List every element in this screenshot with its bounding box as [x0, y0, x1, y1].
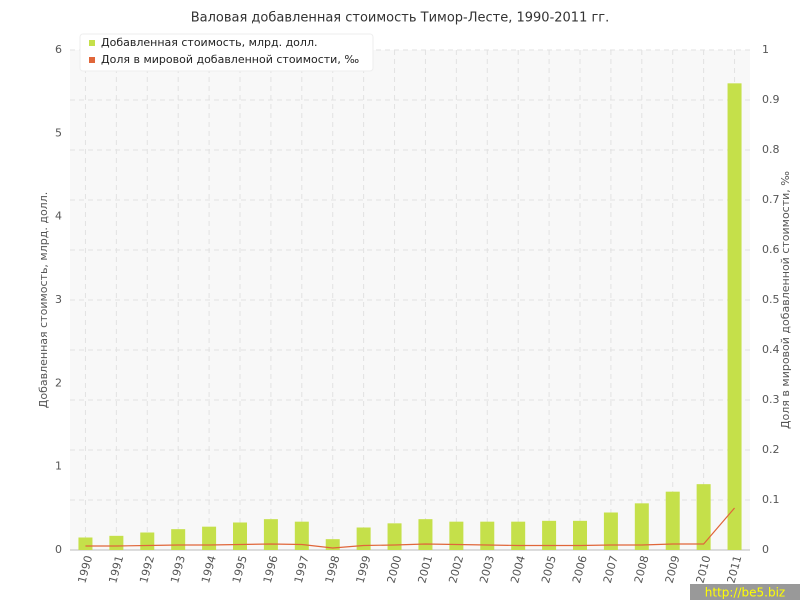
- y2-tick-label: 0.7: [762, 193, 780, 206]
- bar: [418, 519, 433, 550]
- legend-label: Добавленная стоимость, млрд. долл.: [101, 36, 317, 49]
- line-series: [85, 507, 736, 549]
- y2-tick-label: 1: [762, 43, 769, 56]
- y2-tick-label: 0.5: [762, 293, 780, 306]
- bar: [140, 532, 155, 550]
- bar: [387, 523, 402, 550]
- watermark[interactable]: http://be5.biz: [705, 586, 785, 600]
- bar: [78, 537, 93, 550]
- bar: [294, 521, 309, 550]
- bar: [171, 529, 186, 550]
- y-tick-label: 5: [55, 126, 62, 139]
- legend: Добавленная стоимость, млрд. долл. Доля в…: [79, 33, 374, 72]
- y-tick-label: 0: [55, 543, 62, 556]
- bar: [449, 521, 464, 550]
- y-tick-label: 1: [55, 460, 62, 473]
- y2-tick-label: 0: [762, 543, 769, 556]
- y2-tick-label: 0.3: [762, 393, 780, 406]
- y-tick-label: 2: [55, 376, 62, 389]
- y2-axis-label: Доля в мировой добавленной стоимости, ‰: [779, 171, 792, 429]
- y2-tick-label: 0.6: [762, 243, 780, 256]
- legend-swatch: [89, 57, 95, 63]
- y2-tick-label: 0.1: [762, 493, 780, 506]
- bar: [634, 503, 649, 550]
- y2-tick-label: 0.4: [762, 343, 780, 356]
- legend-label: Доля в мировой добавленной стоимости, ‰: [101, 53, 359, 66]
- y2-tick-label: 0.2: [762, 443, 780, 456]
- bar: [325, 539, 340, 550]
- chart-title: Валовая добавленная стоимость Тимор-Лест…: [191, 11, 610, 26]
- y-axis-label: Добавленная стоимость, млрд. долл.: [37, 192, 50, 408]
- bar: [263, 519, 278, 550]
- legend-box: [79, 33, 374, 72]
- bar: [573, 520, 587, 550]
- y-tick-label: 3: [55, 293, 62, 306]
- bar: [603, 512, 618, 550]
- y2-tick-label: 0.8: [762, 143, 780, 156]
- bar: [356, 527, 371, 550]
- plot-area: [70, 50, 750, 550]
- bar: [109, 535, 124, 550]
- y-tick-label: 6: [55, 43, 62, 56]
- bar: [542, 520, 557, 550]
- legend-swatch: [89, 40, 95, 46]
- bar: [727, 83, 742, 550]
- bar: [665, 491, 680, 550]
- bar: [202, 526, 217, 550]
- bar: [511, 521, 526, 550]
- bar: [233, 522, 247, 550]
- y2-tick-label: 0.9: [762, 93, 780, 106]
- bar: [480, 521, 495, 550]
- watermark-bg: [690, 584, 800, 600]
- y-tick-label: 4: [55, 210, 62, 223]
- bar: [696, 484, 711, 550]
